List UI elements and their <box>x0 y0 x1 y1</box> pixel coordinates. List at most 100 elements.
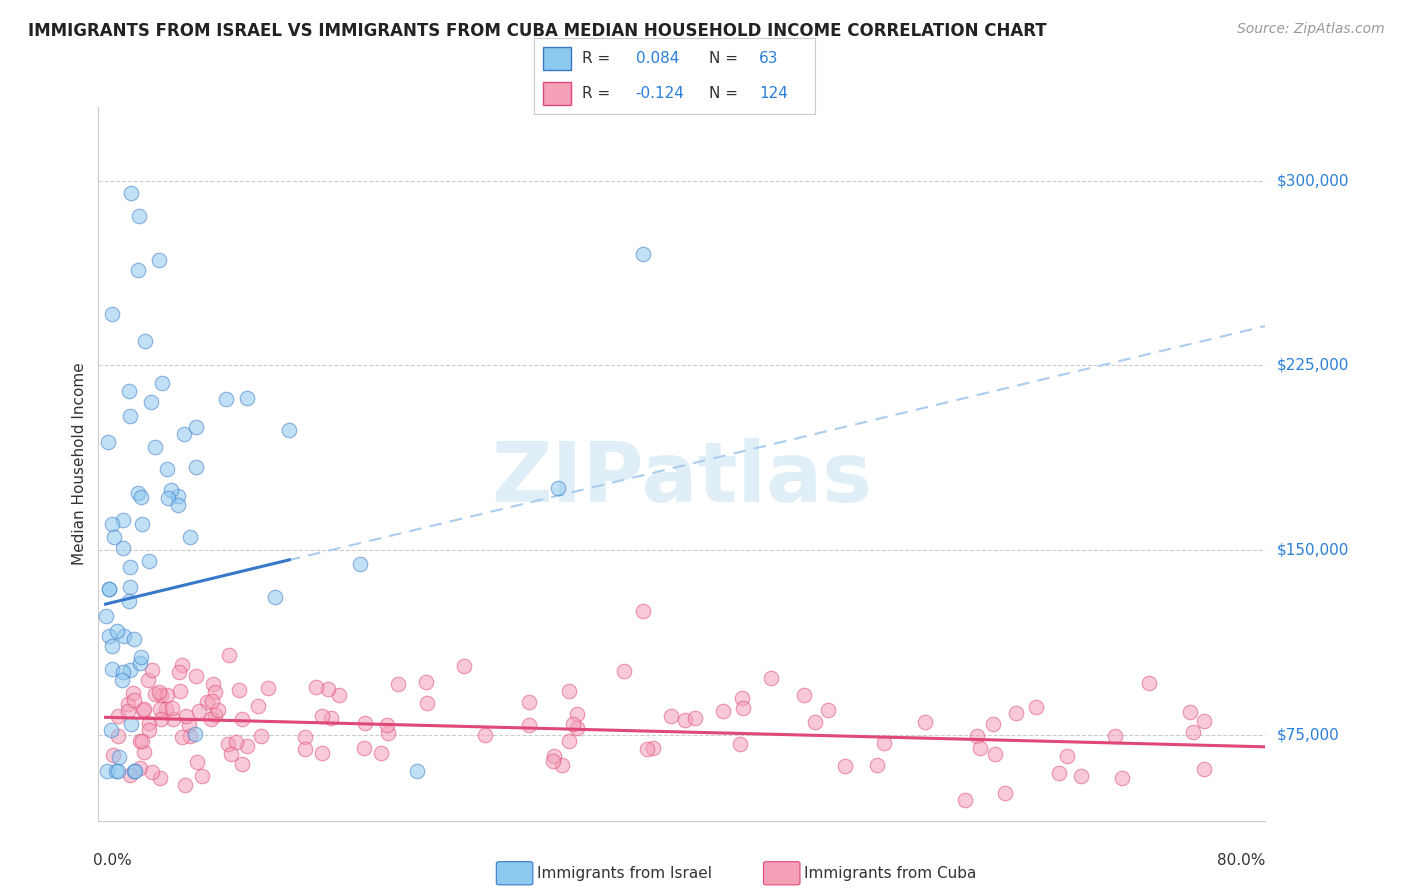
Point <box>217 737 239 751</box>
Point <box>107 729 129 743</box>
Point <box>127 486 149 500</box>
Point <box>112 513 135 527</box>
Point <box>375 718 398 732</box>
Point <box>162 713 184 727</box>
FancyBboxPatch shape <box>543 82 571 105</box>
Point <box>101 748 124 763</box>
Text: R =: R = <box>582 87 616 101</box>
Point <box>103 530 125 544</box>
Point <box>118 384 141 398</box>
Point <box>122 632 145 647</box>
Point <box>228 682 250 697</box>
Point <box>184 420 207 434</box>
Point <box>186 755 208 769</box>
Point <box>172 658 194 673</box>
Text: 124: 124 <box>759 87 789 101</box>
Point <box>1178 705 1201 719</box>
Point <box>101 516 124 531</box>
Point <box>128 210 150 224</box>
Text: Immigrants from Cuba: Immigrants from Cuba <box>804 866 977 880</box>
Point <box>981 716 1004 731</box>
Point <box>1137 676 1160 690</box>
Point <box>104 764 127 779</box>
Point <box>731 691 754 706</box>
Point <box>97 629 120 643</box>
Point <box>866 758 889 772</box>
Point <box>984 747 1007 761</box>
Text: IMMIGRANTS FROM ISRAEL VS IMMIGRANTS FROM CUBA MEDIAN HOUSEHOLD INCOME CORRELATI: IMMIGRANTS FROM ISRAEL VS IMMIGRANTS FRO… <box>28 22 1046 40</box>
Point <box>914 714 936 729</box>
Point <box>141 663 163 677</box>
Point <box>225 734 247 748</box>
Point <box>247 698 270 713</box>
Point <box>201 677 224 691</box>
Text: 0.0%: 0.0% <box>93 853 131 868</box>
Text: $225,000: $225,000 <box>1277 358 1348 373</box>
Point <box>207 703 229 717</box>
Point <box>294 730 316 744</box>
Point <box>101 307 124 321</box>
Point <box>156 462 179 476</box>
Point <box>200 712 222 726</box>
Point <box>730 737 752 751</box>
Point <box>278 423 301 437</box>
Point <box>683 711 706 725</box>
Point <box>370 746 392 760</box>
Point <box>311 709 333 723</box>
Point <box>138 723 160 738</box>
Point <box>160 701 183 715</box>
Point <box>132 745 155 759</box>
Text: Immigrants from Israel: Immigrants from Israel <box>537 866 711 880</box>
Point <box>107 709 129 723</box>
Point <box>156 688 179 702</box>
Point <box>118 580 141 594</box>
Point <box>201 694 224 708</box>
Point <box>387 677 409 691</box>
Point <box>219 747 242 761</box>
Point <box>231 713 253 727</box>
Point <box>659 708 682 723</box>
Text: $75,000: $75,000 <box>1277 727 1340 742</box>
Point <box>120 409 142 423</box>
Point <box>558 683 581 698</box>
Point <box>131 649 153 664</box>
Point <box>631 605 654 619</box>
Point <box>118 664 141 678</box>
Point <box>118 594 141 608</box>
Point <box>215 392 238 406</box>
Point <box>122 764 145 779</box>
Point <box>107 750 129 764</box>
Point <box>1047 766 1070 780</box>
Point <box>111 665 134 679</box>
Text: N =: N = <box>709 52 742 66</box>
Point <box>305 680 328 694</box>
Point <box>141 764 163 779</box>
Point <box>111 673 134 688</box>
Point <box>174 709 197 723</box>
Point <box>173 427 195 442</box>
Point <box>236 391 259 405</box>
Point <box>353 741 375 756</box>
Point <box>129 734 152 748</box>
Point <box>354 716 377 731</box>
Point <box>803 714 825 729</box>
Point <box>118 559 141 574</box>
Point <box>177 718 200 732</box>
Point <box>675 713 697 727</box>
Point <box>204 685 226 699</box>
Point <box>311 746 333 760</box>
Point <box>1025 700 1047 714</box>
Point <box>377 726 399 740</box>
Point <box>1181 724 1204 739</box>
Y-axis label: Median Household Income: Median Household Income <box>72 362 87 566</box>
Point <box>1056 749 1078 764</box>
Point <box>474 728 496 742</box>
Point <box>166 489 188 503</box>
Point <box>94 609 117 624</box>
Point <box>567 721 589 735</box>
Point <box>543 748 565 763</box>
Point <box>148 685 170 699</box>
Point <box>129 761 152 775</box>
Point <box>138 716 160 731</box>
Text: $300,000: $300,000 <box>1277 173 1348 188</box>
